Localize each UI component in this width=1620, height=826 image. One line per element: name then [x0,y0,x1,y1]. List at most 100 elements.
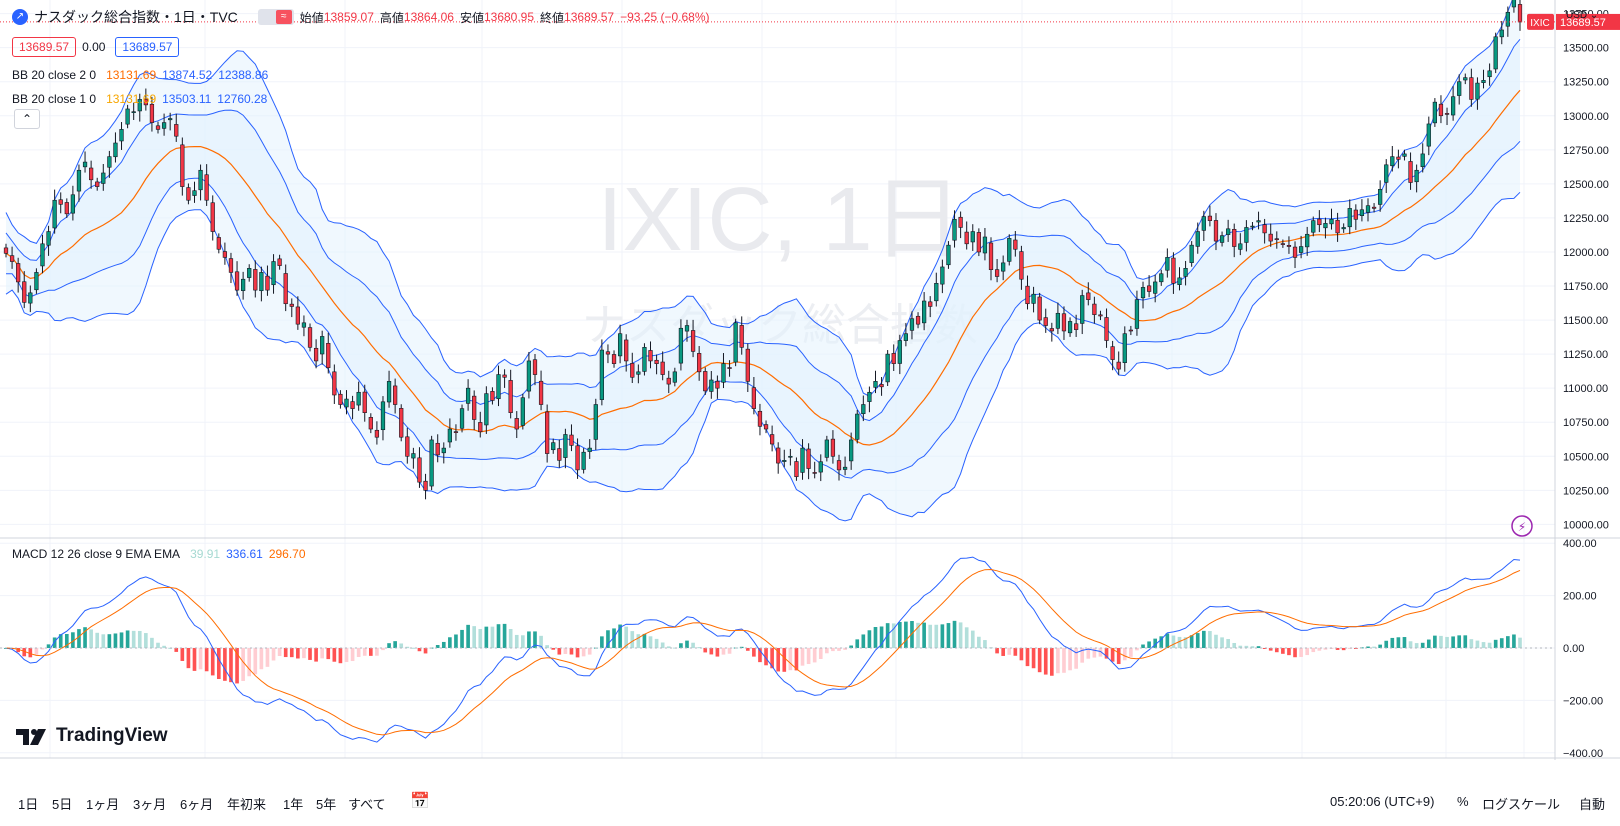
candle-body [241,278,246,291]
macd-histogram-bar [1189,635,1194,648]
macd-histogram-bar [320,648,325,659]
candle-body [107,156,112,168]
bb-1-name[interactable]: BB 20 close 1 0 [12,92,97,106]
bb-2-name[interactable]: BB 20 close 2 0 [12,68,97,82]
candle-body [1463,77,1468,81]
candle-body [1426,123,1431,147]
period-button[interactable]: 5年 [316,797,337,812]
tradingview-logo[interactable]: TradingView [16,724,168,748]
macd-histogram-bar [630,631,635,648]
macd-line-value: 336.61 [226,547,263,561]
period-button[interactable]: 1日 [18,797,39,812]
chart-mode-toggle-icon[interactable]: ≈ [257,9,294,25]
candle-body [630,363,635,378]
macd-histogram-bar [1031,648,1036,669]
candle-body [1183,268,1188,277]
candle-body [271,261,276,286]
bb-1-upper: 13503.11 [162,92,212,106]
macd-histogram-bar [338,648,343,664]
period-button[interactable]: 6ヶ月 [180,797,214,812]
currency-label[interactable]: USD ⌄ [1566,10,1598,21]
log-scale-toggle[interactable]: ログスケール [1482,797,1561,812]
candle-body [666,377,671,385]
macd-histogram-bar [1208,631,1212,648]
ask-price-box[interactable]: 13689.57 [115,37,180,57]
candle-body [1378,189,1383,205]
candle-body [89,167,94,181]
bb-2-legend[interactable]: BB 20 close 2 0 13131.69 13874.52 12388.… [12,65,274,85]
candle-body [1134,299,1140,329]
candle-body [891,353,896,364]
macd-histogram-bar [1104,648,1109,659]
macd-histogram-bar [691,642,695,648]
macd-histogram-bar [1177,636,1182,648]
macd-histogram-bar [144,633,148,648]
candle-body [1274,238,1279,241]
macd-name[interactable]: MACD 12 26 close 9 EMA EMA [12,547,181,561]
macd-histogram-bar [995,648,999,654]
macd-legend[interactable]: MACD 12 26 close 9 EMA EMA 39.91 336.61 … [12,544,312,564]
candle-body [557,448,562,461]
candle-body [982,236,988,254]
timezone-clock[interactable]: 05:20:06 (UTC+9) [1330,794,1435,809]
macd-histogram-bar [1420,642,1425,648]
candle-body [1128,329,1133,332]
price-axis-label: 11500.00 [1563,315,1608,327]
candle-body [289,303,294,307]
period-button[interactable]: すべて [348,797,386,812]
macd-histogram-bar [1195,633,1200,648]
candle-body [581,451,586,470]
candle-body [459,408,465,429]
date-range-calendar-icon[interactable]: 📅 [410,793,430,810]
symbol-title[interactable]: ナスダック総合指数・1日・TVC [34,9,238,25]
period-button[interactable]: 5日 [52,797,73,812]
macd-histogram-bar [1518,637,1522,648]
candle-body [222,251,228,258]
macd-histogram-bar [1396,637,1401,648]
candle-body [253,269,258,291]
close-value: 13689.57 [564,10,615,24]
macd-hist-value: 39.91 [190,547,221,561]
collapse-legend-button[interactable]: ⌃ [14,109,40,129]
period-button[interactable]: 3ヶ月 [133,797,167,812]
period-button[interactable]: 1ヶ月 [86,797,120,812]
bb-1-legend[interactable]: BB 20 close 1 0 13131.69 13503.11 12760.… [12,89,273,109]
candle-body [423,480,428,491]
macd-histogram-bar [1426,639,1431,648]
macd-histogram-bar [460,629,464,648]
macd-histogram-bar [825,648,829,654]
candle-body [1517,4,1523,23]
macd-histogram-bar [1293,648,1297,658]
macd-histogram-bar [1439,635,1443,648]
macd-histogram-bar [861,634,866,648]
lightning-icon[interactable] [1511,515,1533,537]
bid-price-box[interactable]: 13689.57 [12,37,77,57]
candle-body [192,190,197,196]
candle-body [636,371,641,375]
candle-body [435,442,440,456]
candle-body [885,353,890,383]
period-button[interactable]: 1年 [283,797,304,812]
symbol-logo-icon[interactable]: ↗ [12,9,28,25]
candle-body [624,339,629,362]
macd-histogram-bar [812,648,817,663]
candle-body [545,411,550,454]
macd-histogram-bar [156,642,160,648]
macd-histogram-bar [776,648,781,672]
macd-histogram-bar [843,648,847,650]
candle-body [1104,317,1109,341]
candle-body [313,347,319,362]
candle-body [1499,29,1504,38]
bb-1-basis: 13131.69 [106,92,157,106]
percent-toggle[interactable]: % [1457,794,1469,809]
candle-body [757,410,763,427]
candle-body [934,283,939,302]
auto-scale-toggle[interactable]: 自動 [1579,797,1606,812]
candle-body [1329,218,1334,225]
candle-body [1335,219,1340,234]
period-button[interactable]: 年初来 [227,797,267,812]
candle-body [1055,312,1061,329]
macd-histogram-bar [16,648,20,653]
bb-2-upper: 13874.52 [162,68,213,82]
